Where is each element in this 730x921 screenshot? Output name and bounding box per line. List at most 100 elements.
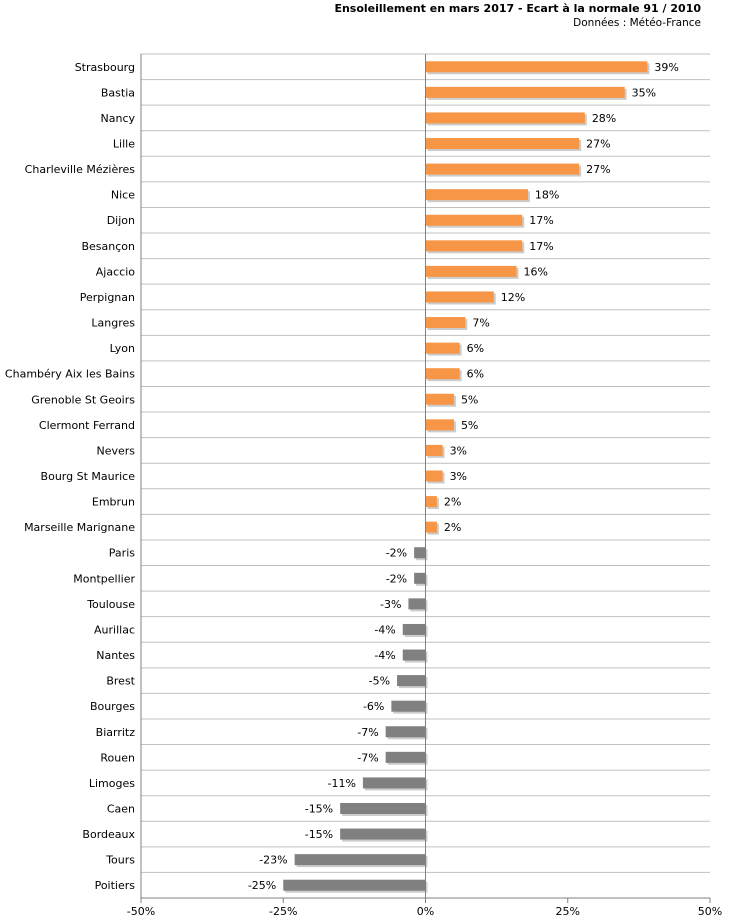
bar: [340, 828, 426, 840]
value-label: 28%: [592, 112, 616, 125]
x-tick-label: 0%: [417, 905, 434, 918]
bar: [425, 265, 517, 277]
value-label: -11%: [327, 777, 355, 790]
category-label: Nevers: [96, 444, 135, 457]
bar: [414, 572, 426, 584]
x-tick-label: -50%: [127, 905, 155, 918]
bar: [425, 291, 494, 303]
bar: [425, 496, 437, 508]
category-label: Bastia: [101, 86, 135, 99]
category-labels: Strasbourg Bastia Nancy Lille Charleville Mé…: [5, 61, 136, 892]
value-label: 3%: [450, 444, 467, 457]
value-label: 27%: [586, 163, 610, 176]
category-label: Limoges: [89, 777, 135, 790]
bar: [425, 444, 443, 456]
category-label: Nantes: [96, 649, 135, 662]
bar: [362, 777, 426, 789]
bar: [425, 521, 437, 533]
category-label: Nancy: [101, 112, 136, 125]
bar: [385, 751, 426, 763]
bar: [402, 649, 426, 661]
category-label: Bourges: [90, 700, 135, 713]
category-label: Aurillac: [94, 623, 135, 636]
value-label: -7%: [357, 751, 378, 764]
value-label: 5%: [461, 419, 478, 432]
value-label: -15%: [305, 802, 333, 815]
bar: [294, 854, 426, 866]
bar: [283, 879, 426, 891]
category-label: Nice: [111, 189, 135, 202]
category-label: Chambéry Aix les Bains: [5, 368, 135, 381]
bar: [425, 419, 454, 431]
bars: [283, 61, 650, 893]
bar: [425, 112, 585, 124]
category-label: Dijon: [107, 214, 135, 227]
bar: [402, 623, 426, 635]
category-label: Strasbourg: [75, 61, 135, 74]
bar: [425, 138, 580, 150]
bar: [414, 547, 426, 559]
x-tick-labels: -50% -25% 0% 25% 50%: [127, 905, 722, 918]
category-label: Perpignan: [80, 291, 135, 304]
category-label: Lille: [113, 138, 135, 151]
bar: [425, 86, 625, 98]
value-label: -25%: [248, 879, 276, 892]
value-label: -15%: [305, 828, 333, 841]
value-label: 18%: [535, 189, 559, 202]
value-label: -7%: [357, 726, 378, 739]
value-label: 2%: [444, 496, 461, 509]
bar: [391, 700, 426, 712]
category-label: Caen: [107, 802, 135, 815]
value-label: 17%: [529, 240, 553, 253]
bar: [425, 163, 580, 175]
x-tick-label: 50%: [698, 905, 722, 918]
axes: [140, 54, 711, 903]
bar: [425, 393, 454, 405]
value-label: 2%: [444, 521, 461, 534]
value-label: 16%: [524, 265, 548, 278]
value-label: -23%: [259, 854, 287, 867]
x-tick-label: 25%: [556, 905, 580, 918]
category-label: Paris: [109, 547, 135, 560]
value-label: -6%: [363, 700, 384, 713]
category-label: Poitiers: [95, 879, 136, 892]
value-label: 3%: [450, 470, 467, 483]
value-label: 5%: [461, 393, 478, 406]
chart-subtitle: Données : Météo-France: [573, 17, 701, 29]
category-label: Tours: [105, 854, 135, 867]
bar: [425, 317, 466, 329]
category-label: Rouen: [100, 751, 135, 764]
value-label: 12%: [501, 291, 525, 304]
value-label: -5%: [369, 675, 390, 688]
category-label: Besançon: [81, 240, 135, 253]
value-label: 39%: [654, 61, 678, 74]
bar: [425, 189, 528, 201]
bar: [385, 726, 426, 738]
value-label: 17%: [529, 214, 553, 227]
bar: [408, 598, 426, 610]
bar: [425, 240, 523, 252]
bar: [425, 368, 460, 380]
bar: [425, 214, 523, 226]
bar: [425, 61, 648, 73]
bar: [397, 675, 426, 687]
value-label: 6%: [467, 342, 484, 355]
category-label: Brest: [106, 675, 135, 688]
value-label: 27%: [586, 138, 610, 151]
x-tick-label: -25%: [269, 905, 297, 918]
chart-title: Ensoleillement en mars 2017 - Ecart à la…: [334, 2, 701, 15]
category-label: Biarritz: [96, 726, 136, 739]
category-label: Lyon: [110, 342, 135, 355]
value-labels: 39% 35% 28% 27% 27% 18% 17% 17% 16% 12% 7% 6% 6% 5% 5%…: [248, 61, 679, 892]
value-label: 6%: [467, 368, 484, 381]
title-block: Ensoleillement en mars 2017 - Ecart à la…: [334, 2, 701, 30]
bar: [425, 342, 460, 354]
category-label: Ajaccio: [96, 265, 135, 278]
value-label: 35%: [632, 86, 656, 99]
category-label: Bourg St Maurice: [41, 470, 136, 483]
value-label: -4%: [374, 623, 395, 636]
bar: [340, 802, 426, 814]
value-label: 7%: [472, 317, 489, 330]
category-label: Toulouse: [86, 598, 135, 611]
